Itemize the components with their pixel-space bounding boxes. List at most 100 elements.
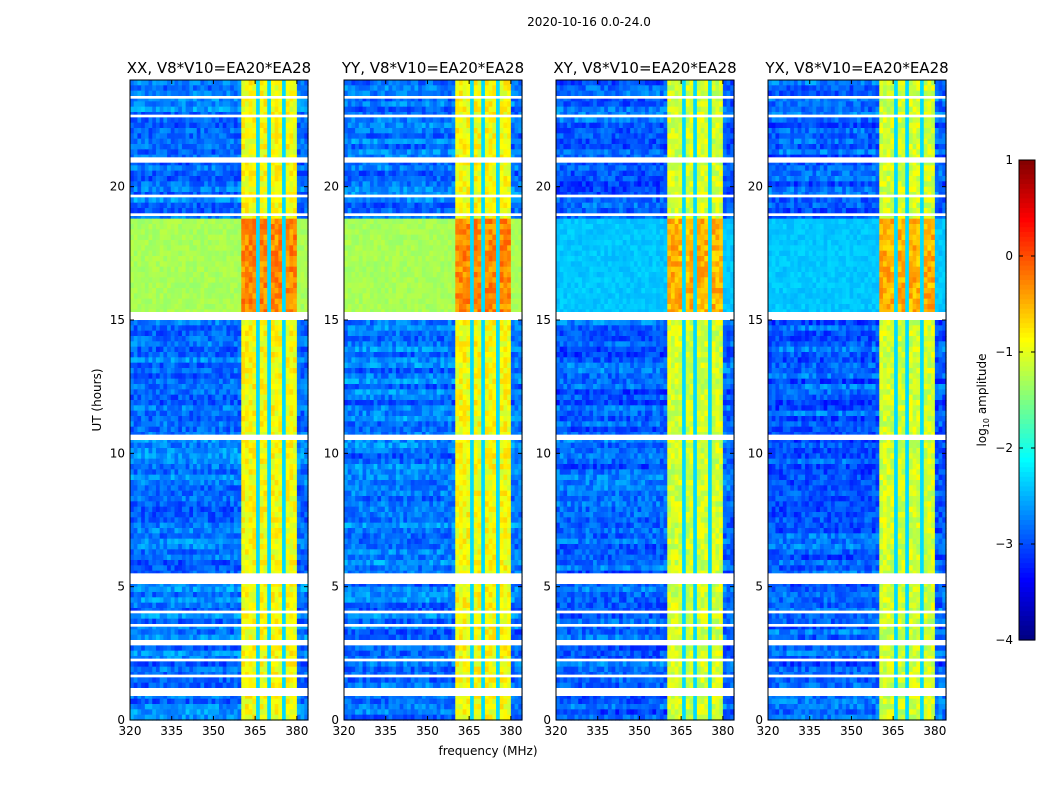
heatmap-cell [270, 624, 276, 630]
heatmap-cell [252, 170, 257, 177]
heatmap-cell [244, 410, 250, 417]
heatmap-cell [226, 362, 231, 369]
heatmap-cell [137, 453, 142, 460]
heatmap-cell [167, 277, 172, 284]
heatmap-cell [256, 453, 261, 460]
heatmap-cell [274, 277, 279, 284]
heatmap-cell [211, 469, 216, 476]
heatmap-cell [259, 133, 265, 140]
heatmap-cell [178, 122, 183, 129]
heatmap-cell [174, 560, 179, 566]
heatmap-cell [252, 485, 257, 492]
heatmap-cell [174, 266, 179, 273]
heatmap-cell [304, 458, 309, 465]
heatmap-cell [159, 362, 164, 369]
heatmap-cell [304, 256, 309, 262]
heatmap-cell [304, 597, 309, 604]
heatmap-cell [163, 373, 168, 380]
heatmap-cell [137, 96, 142, 102]
heatmap-cell [141, 597, 146, 604]
heatmap-cell [226, 149, 231, 156]
heatmap-cell [144, 592, 150, 598]
heatmap-cell [174, 117, 179, 124]
heatmap-cell [207, 282, 213, 289]
heatmap-cell [241, 186, 246, 193]
heatmap-cell [296, 138, 302, 145]
heatmap-cell [178, 272, 183, 278]
heatmap-cell [296, 272, 302, 278]
heatmap-cell [185, 581, 190, 588]
heatmap-cell [248, 346, 253, 353]
heatmap-cell [267, 320, 272, 326]
heatmap-cell [289, 565, 294, 572]
heatmap-cell [263, 416, 268, 422]
heatmap-cell [233, 410, 239, 417]
heatmap-cell [296, 293, 302, 300]
heatmap-cell [270, 293, 276, 300]
heatmap-cell [152, 442, 157, 449]
heatmap-cell [181, 533, 187, 540]
heatmap-cell [219, 266, 224, 273]
heatmap-cell [137, 181, 142, 188]
heatmap-cell [219, 357, 224, 364]
heatmap-cell [222, 149, 228, 156]
heatmap-cell [230, 138, 235, 145]
heatmap-cell [141, 426, 146, 433]
heatmap-cell [207, 362, 213, 369]
heatmap-cell [233, 229, 239, 236]
heatmap-cell [133, 394, 139, 401]
heatmap-cell [296, 106, 302, 113]
heatmap-cell [252, 586, 257, 593]
heatmap-cell [159, 165, 164, 172]
heatmap-cell [267, 522, 272, 529]
heatmap-cell [293, 522, 298, 529]
heatmap-cell [193, 373, 198, 380]
heatmap-cell [141, 373, 146, 380]
heatmap-cell [148, 266, 153, 273]
heatmap-cell [274, 464, 279, 470]
heatmap-cell [226, 106, 231, 113]
heatmap-cell [259, 522, 265, 529]
heatmap-cell [207, 138, 213, 145]
heatmap-cell [148, 602, 153, 609]
heatmap-cell [159, 202, 164, 209]
heatmap-cell [148, 400, 153, 406]
heatmap-cell [144, 256, 150, 262]
heatmap-cell [155, 181, 161, 188]
heatmap-cell [233, 320, 239, 326]
heatmap-cell [248, 501, 253, 508]
heatmap-cell [237, 96, 242, 102]
heatmap-cell [189, 522, 194, 529]
heatmap-cell [185, 512, 190, 518]
heatmap-cell [237, 277, 242, 284]
heatmap-cell [256, 442, 261, 449]
heatmap-cell [163, 96, 168, 102]
heatmap-cell [174, 453, 179, 460]
heatmap-cell [167, 320, 172, 326]
heatmap-cell [148, 426, 153, 433]
heatmap-cell [222, 517, 228, 524]
heatmap-cell [263, 341, 268, 348]
heatmap-cell [256, 176, 261, 182]
heatmap-cell [293, 602, 298, 609]
heatmap-cell [170, 613, 176, 620]
heatmap-cell [163, 464, 168, 470]
heatmap-cell [167, 373, 172, 380]
heatmap-cell [256, 261, 261, 268]
heatmap-cell [256, 373, 261, 380]
heatmap-cell [289, 304, 294, 310]
heatmap-cell [130, 266, 135, 273]
heatmap-cell [237, 213, 242, 220]
heatmap-cell [278, 394, 283, 401]
heatmap-cell [211, 501, 216, 508]
heatmap-cell [155, 170, 161, 177]
heatmap-cell [211, 234, 216, 241]
heatmap-cell [152, 160, 157, 166]
heatmap-cell [244, 437, 250, 444]
heatmap-cell [285, 522, 291, 529]
heatmap-cell [285, 426, 291, 433]
heatmap-cell [185, 160, 190, 166]
heatmap-cell [189, 277, 194, 284]
heatmap-cell [185, 170, 190, 177]
heatmap-cell [270, 330, 276, 337]
